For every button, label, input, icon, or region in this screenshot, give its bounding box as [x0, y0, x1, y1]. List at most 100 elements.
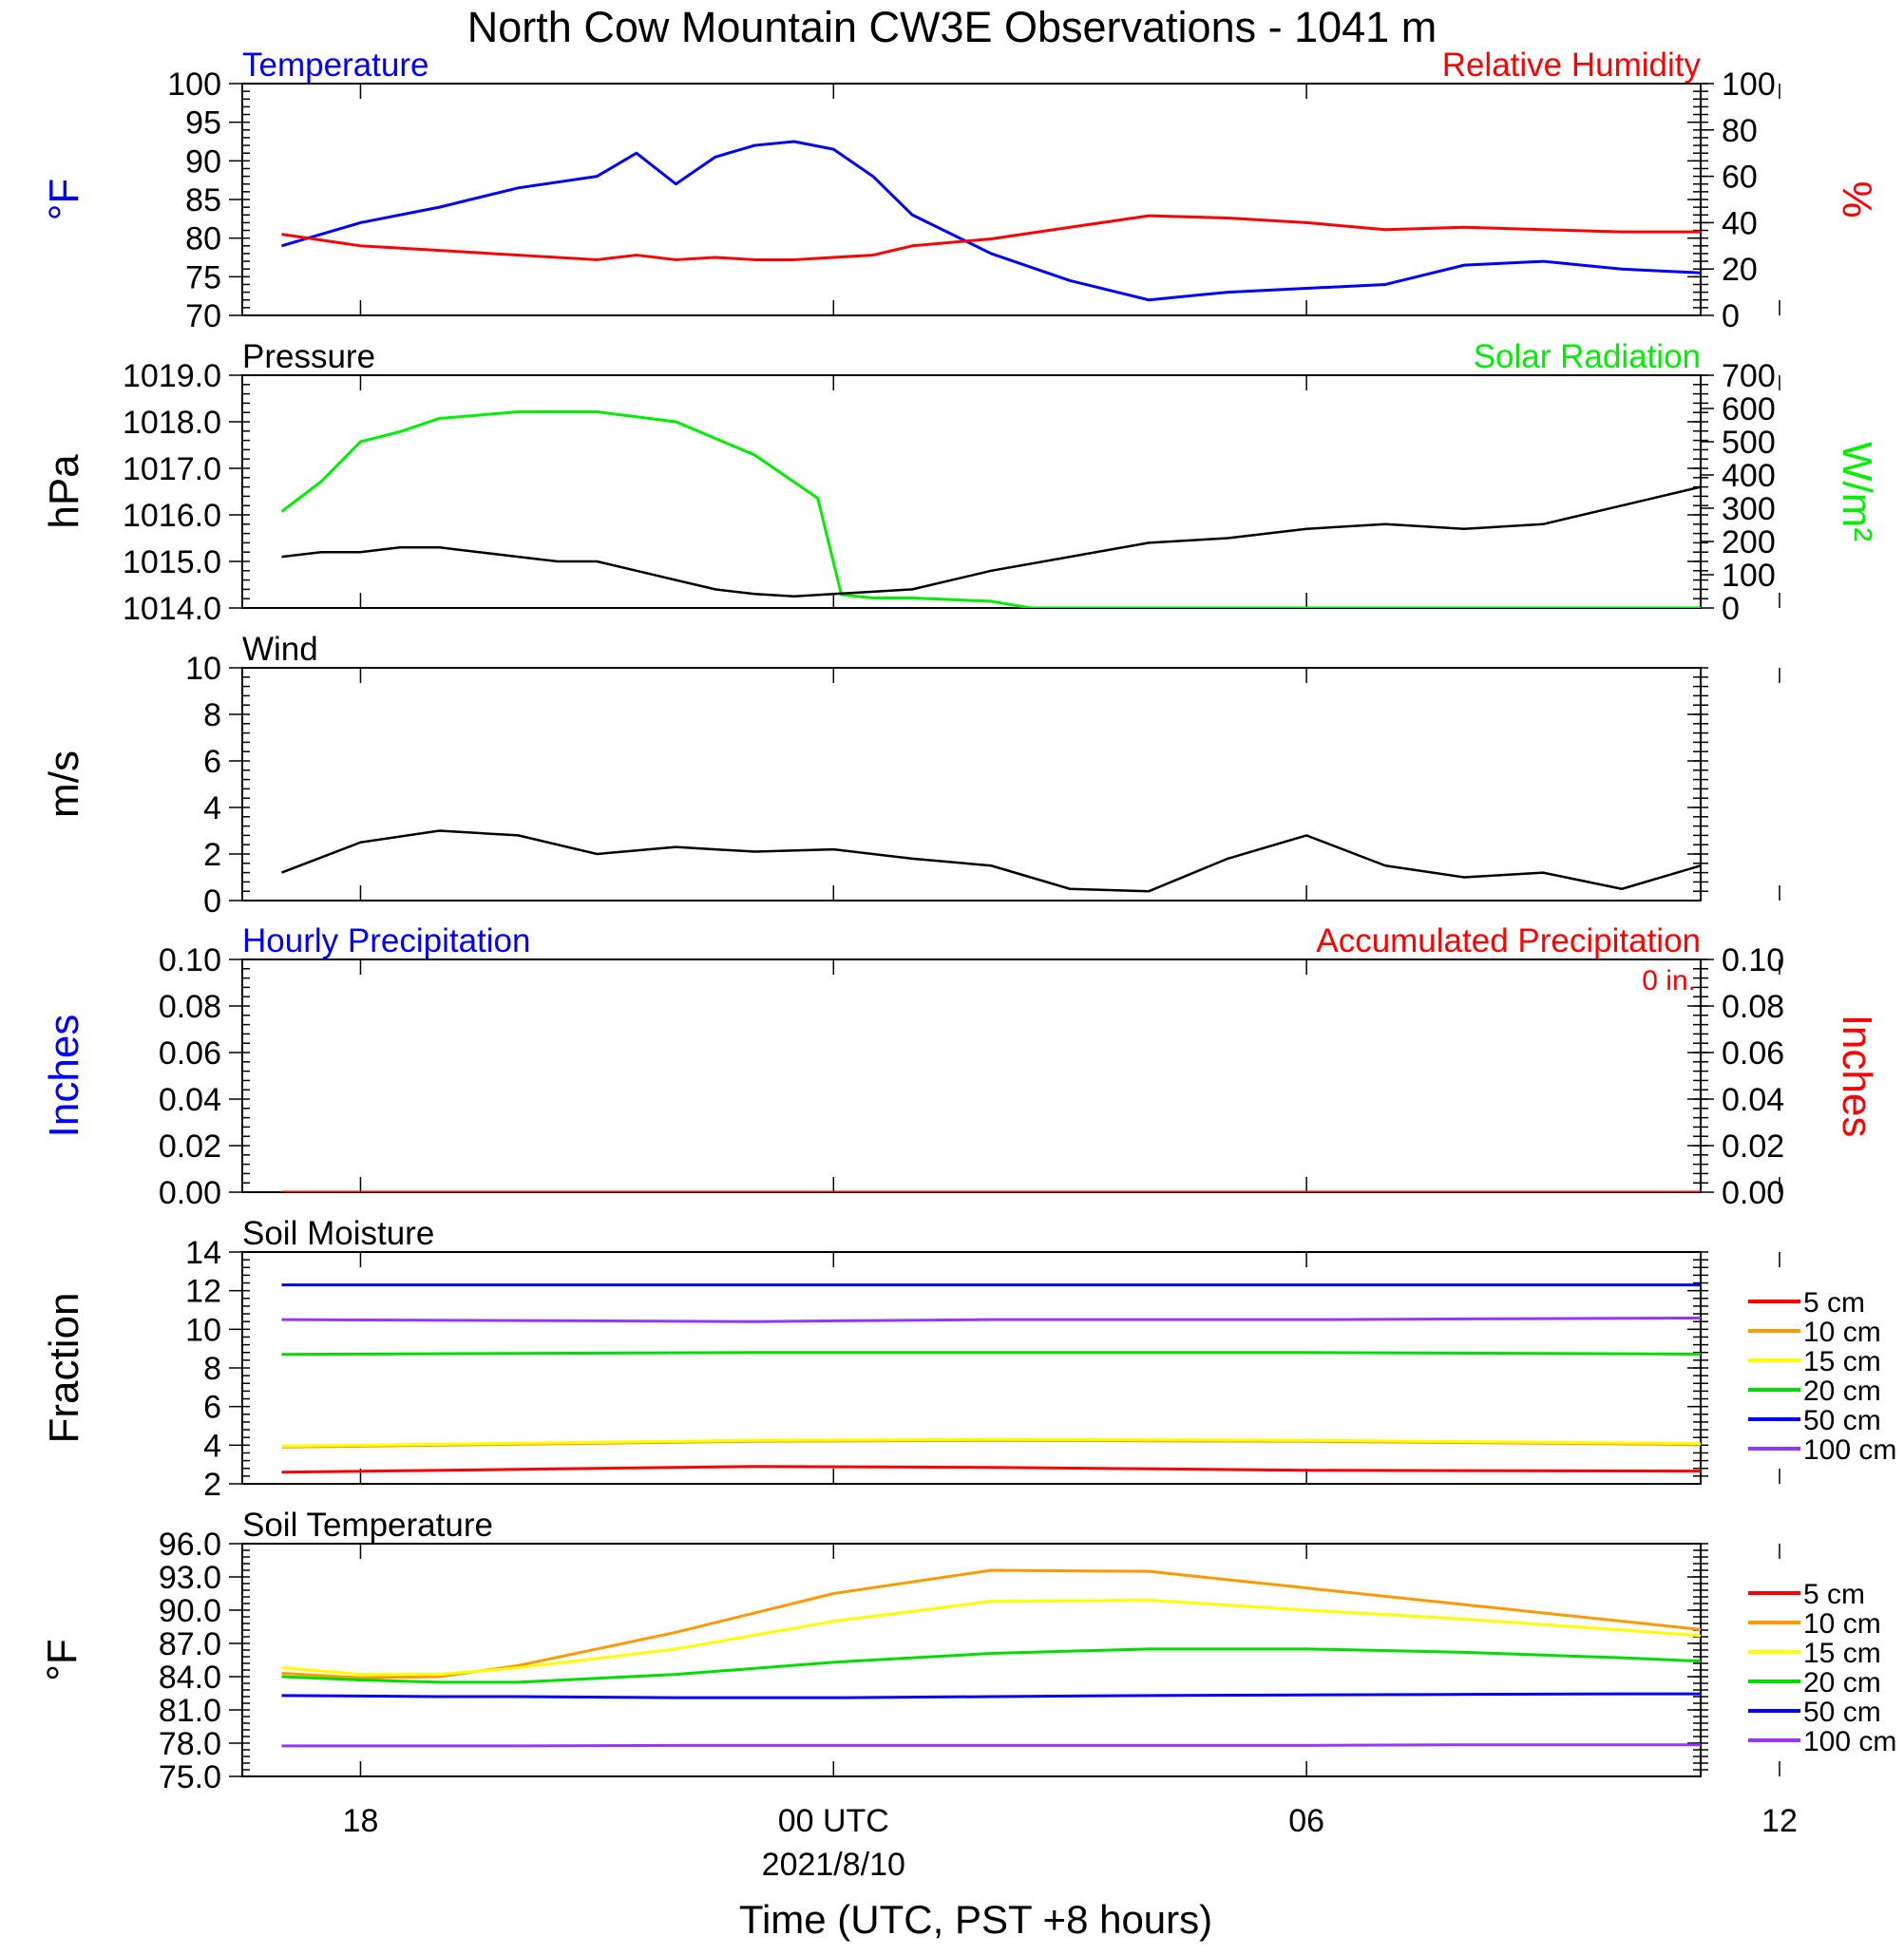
y-tick-label-left: 87.0: [159, 1626, 221, 1662]
y-tick-label-right: 0.10: [1722, 942, 1784, 978]
y-tick-label-right: 0.04: [1722, 1082, 1784, 1118]
x-tick-label: 00 UTC: [778, 1803, 889, 1839]
panel-title-left: Soil Moisture: [242, 1215, 434, 1252]
legend-label: 10 cm: [1803, 1317, 1881, 1348]
series-line-50-cm: [281, 1692, 1701, 1699]
y-tick-label-left: 14: [185, 1235, 221, 1271]
y-tick-label-left: 90: [185, 143, 221, 180]
panel-title-right: Accumulated Precipitation: [1316, 922, 1701, 959]
panel-2: 10 8 6 4 2 0 Wind m/s: [41, 631, 1780, 920]
panel-5: 96.093.090.087.084.081.078.075.0 Soil Tem…: [39, 1507, 1896, 1795]
y-tick-label-left: 1017.0: [123, 451, 221, 487]
panel-title-left: Pressure: [242, 338, 375, 375]
panel-title-right: Relative Humidity: [1442, 47, 1702, 84]
y-tick-label-left: 93.0: [159, 1560, 221, 1596]
plot-frame: [241, 959, 1702, 1193]
legend-label: 50 cm: [1803, 1697, 1881, 1728]
y-tick-label-left: 90.0: [159, 1593, 221, 1629]
y-tick-label-right: 40: [1722, 205, 1758, 241]
plot-frame: [241, 1543, 1702, 1777]
y-tick-label-left: 8: [203, 697, 221, 733]
series-line-10-cm: [281, 1568, 1701, 1680]
series-line-5-cm: [281, 1465, 1701, 1474]
y-axis-label-right: W/m²: [1834, 442, 1880, 541]
series-group: [281, 829, 1701, 893]
series-line-100-cm: [281, 1316, 1701, 1323]
y-tick-label-left: 8: [203, 1351, 221, 1387]
series-line-15-cm: [281, 1437, 1701, 1448]
x-tick-date: 2021/8/10: [762, 1847, 905, 1883]
y-axis-label-left: Inches: [41, 1015, 87, 1138]
x-tick-label: 06: [1288, 1803, 1324, 1839]
y-tick-label-right: 60: [1722, 160, 1758, 196]
y-tick-label-right: 200: [1722, 524, 1776, 560]
series-line-100-cm: [281, 1743, 1701, 1748]
panel-title-right: Solar Radiation: [1474, 338, 1701, 375]
y-tick-label-right: 80: [1722, 113, 1758, 149]
y-tick-label-left: 2: [203, 837, 221, 873]
series-group: [281, 140, 1701, 302]
y-tick-label-left: 1016.0: [123, 498, 221, 534]
legend-label: 20 cm: [1803, 1667, 1881, 1699]
legend-label: 5 cm: [1803, 1287, 1865, 1319]
y-tick-label-left: 75: [185, 259, 221, 295]
y-tick-label-right: 100: [1722, 558, 1776, 594]
y-axis-label-right: %: [1834, 180, 1880, 218]
legend-label: 5 cm: [1803, 1579, 1865, 1610]
legend-label: 15 cm: [1803, 1346, 1881, 1377]
series-group: [281, 1568, 1701, 1748]
y-tick-label-left: 75.0: [159, 1759, 221, 1795]
panel-title-left: Wind: [242, 631, 318, 668]
y-tick-label-left: 0.02: [159, 1129, 221, 1165]
y-tick-label-left: 96.0: [159, 1527, 221, 1563]
y-tick-label-left: 4: [203, 1428, 221, 1464]
series-line-relative-humidity: [281, 214, 1701, 261]
y-tick-label-right: 0.00: [1722, 1175, 1784, 1211]
y-tick-label-right: 600: [1722, 391, 1776, 427]
y-tick-label-left: 2: [203, 1467, 221, 1503]
y-tick-label-left: 10: [185, 1312, 221, 1348]
y-tick-label-left: 0.10: [159, 942, 221, 978]
y-tick-label-right: 700: [1722, 358, 1776, 394]
y-tick-label-left: 78.0: [159, 1726, 221, 1762]
plot-frame: [241, 667, 1702, 902]
plot-frame: [241, 374, 1702, 609]
y-tick-label-right: 400: [1722, 458, 1776, 494]
series-line-wind: [281, 829, 1701, 893]
y-tick-label-left: 0: [203, 883, 221, 920]
y-tick-label-right: 300: [1722, 491, 1776, 527]
x-tick-label: 18: [343, 1803, 379, 1839]
y-tick-label-right: 20: [1722, 252, 1758, 288]
y-tick-label-left: 1015.0: [123, 544, 221, 580]
y-axis-label-left: °F: [41, 179, 87, 220]
y-tick-label-left: 6: [203, 1390, 221, 1426]
y-tick-label-left: 100: [167, 66, 221, 103]
x-axis-label: Time (UTC, PST +8 hours): [739, 1897, 1212, 1942]
chart-title: North Cow Mountain CW3E Observations - 1…: [467, 3, 1437, 51]
legend-label: 100 cm: [1803, 1726, 1896, 1757]
y-tick-label-left: 70: [185, 298, 221, 334]
series-line-15-cm: [281, 1599, 1701, 1677]
y-tick-label-left: 85: [185, 182, 221, 218]
y-tick-label-left: 6: [203, 744, 221, 780]
x-tick-label: 12: [1761, 1803, 1798, 1839]
y-tick-label-right: 0: [1722, 591, 1740, 627]
y-axis-label-left: hPa: [41, 454, 87, 529]
y-tick-label-left: 0.04: [159, 1082, 221, 1118]
legend-label: 20 cm: [1803, 1376, 1881, 1407]
y-tick-label-right: 0: [1722, 298, 1740, 334]
y-tick-label-right: 0.02: [1722, 1129, 1784, 1165]
y-tick-label-right: 500: [1722, 425, 1776, 461]
y-tick-label-left: 81.0: [159, 1693, 221, 1729]
y-tick-label-left: 80: [185, 221, 221, 257]
accum-annotation: 0 in.: [1642, 965, 1696, 996]
series-group: [280, 410, 1701, 608]
y-axis-label-left: Fraction: [41, 1293, 87, 1444]
y-tick-label-left: 0.08: [159, 989, 221, 1025]
y-tick-label-left: 0.06: [159, 1035, 221, 1072]
